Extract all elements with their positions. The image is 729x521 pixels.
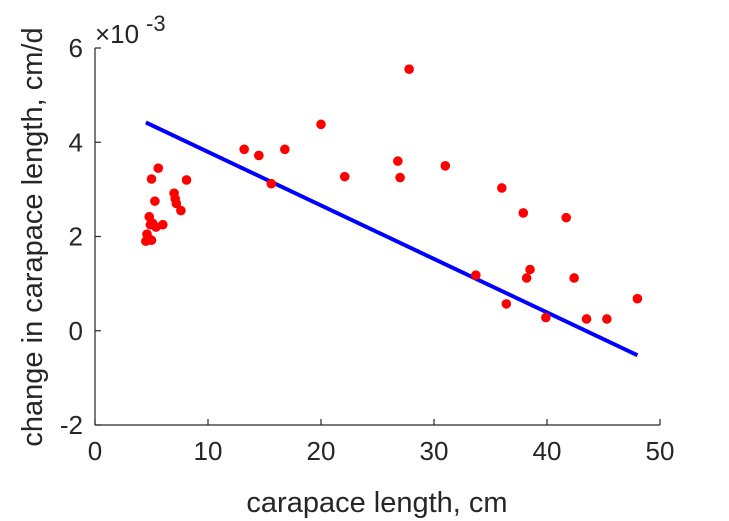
data-point [393, 156, 403, 166]
y-tick-label: 2 [69, 222, 83, 252]
data-point [146, 174, 157, 184]
x-tick-label: 40 [533, 436, 562, 466]
data-point [632, 293, 643, 304]
y-tick-label: -2 [60, 410, 83, 440]
data-point [239, 144, 249, 155]
data-point [266, 178, 277, 189]
data-point [497, 183, 507, 193]
data-point [158, 219, 168, 230]
data-point [602, 314, 612, 324]
data-point [525, 264, 535, 275]
data-point [254, 150, 264, 161]
data-point [404, 64, 414, 75]
data-point [316, 119, 326, 130]
data-point [395, 172, 405, 183]
data-point [518, 208, 529, 218]
x-tick-label: 30 [420, 436, 449, 466]
data-point [146, 235, 157, 246]
x-axis-title: carapace length, cm [246, 487, 507, 519]
x-tick-label: 10 [194, 436, 223, 466]
data-point [440, 161, 451, 171]
data-point [153, 163, 164, 173]
data-point [181, 175, 192, 185]
data-point [339, 171, 350, 182]
data-point [521, 273, 532, 283]
exponent-power-label: -3 [146, 11, 166, 36]
data-point [150, 196, 160, 206]
x-tick-label: 20 [307, 436, 336, 466]
x-tick-label: 50 [646, 436, 675, 466]
data-point [176, 205, 186, 216]
y-tick-label: 0 [69, 316, 83, 346]
data-point [501, 299, 512, 309]
data-point [471, 270, 481, 280]
data-point [280, 144, 290, 155]
data-point [541, 312, 551, 323]
y-tick-label: 4 [69, 127, 83, 157]
data-point [581, 314, 592, 324]
y-axis-title: change in carapace length, cm/d [17, 27, 49, 446]
exponent-base-label: ×10 [95, 19, 139, 49]
y-tick-label: 6 [69, 33, 83, 63]
x-tick-label: 0 [88, 436, 102, 466]
data-point [569, 273, 579, 283]
fit-line [144, 120, 639, 358]
data-point [171, 198, 182, 209]
plot-area [141, 64, 643, 358]
data-point [561, 212, 572, 223]
